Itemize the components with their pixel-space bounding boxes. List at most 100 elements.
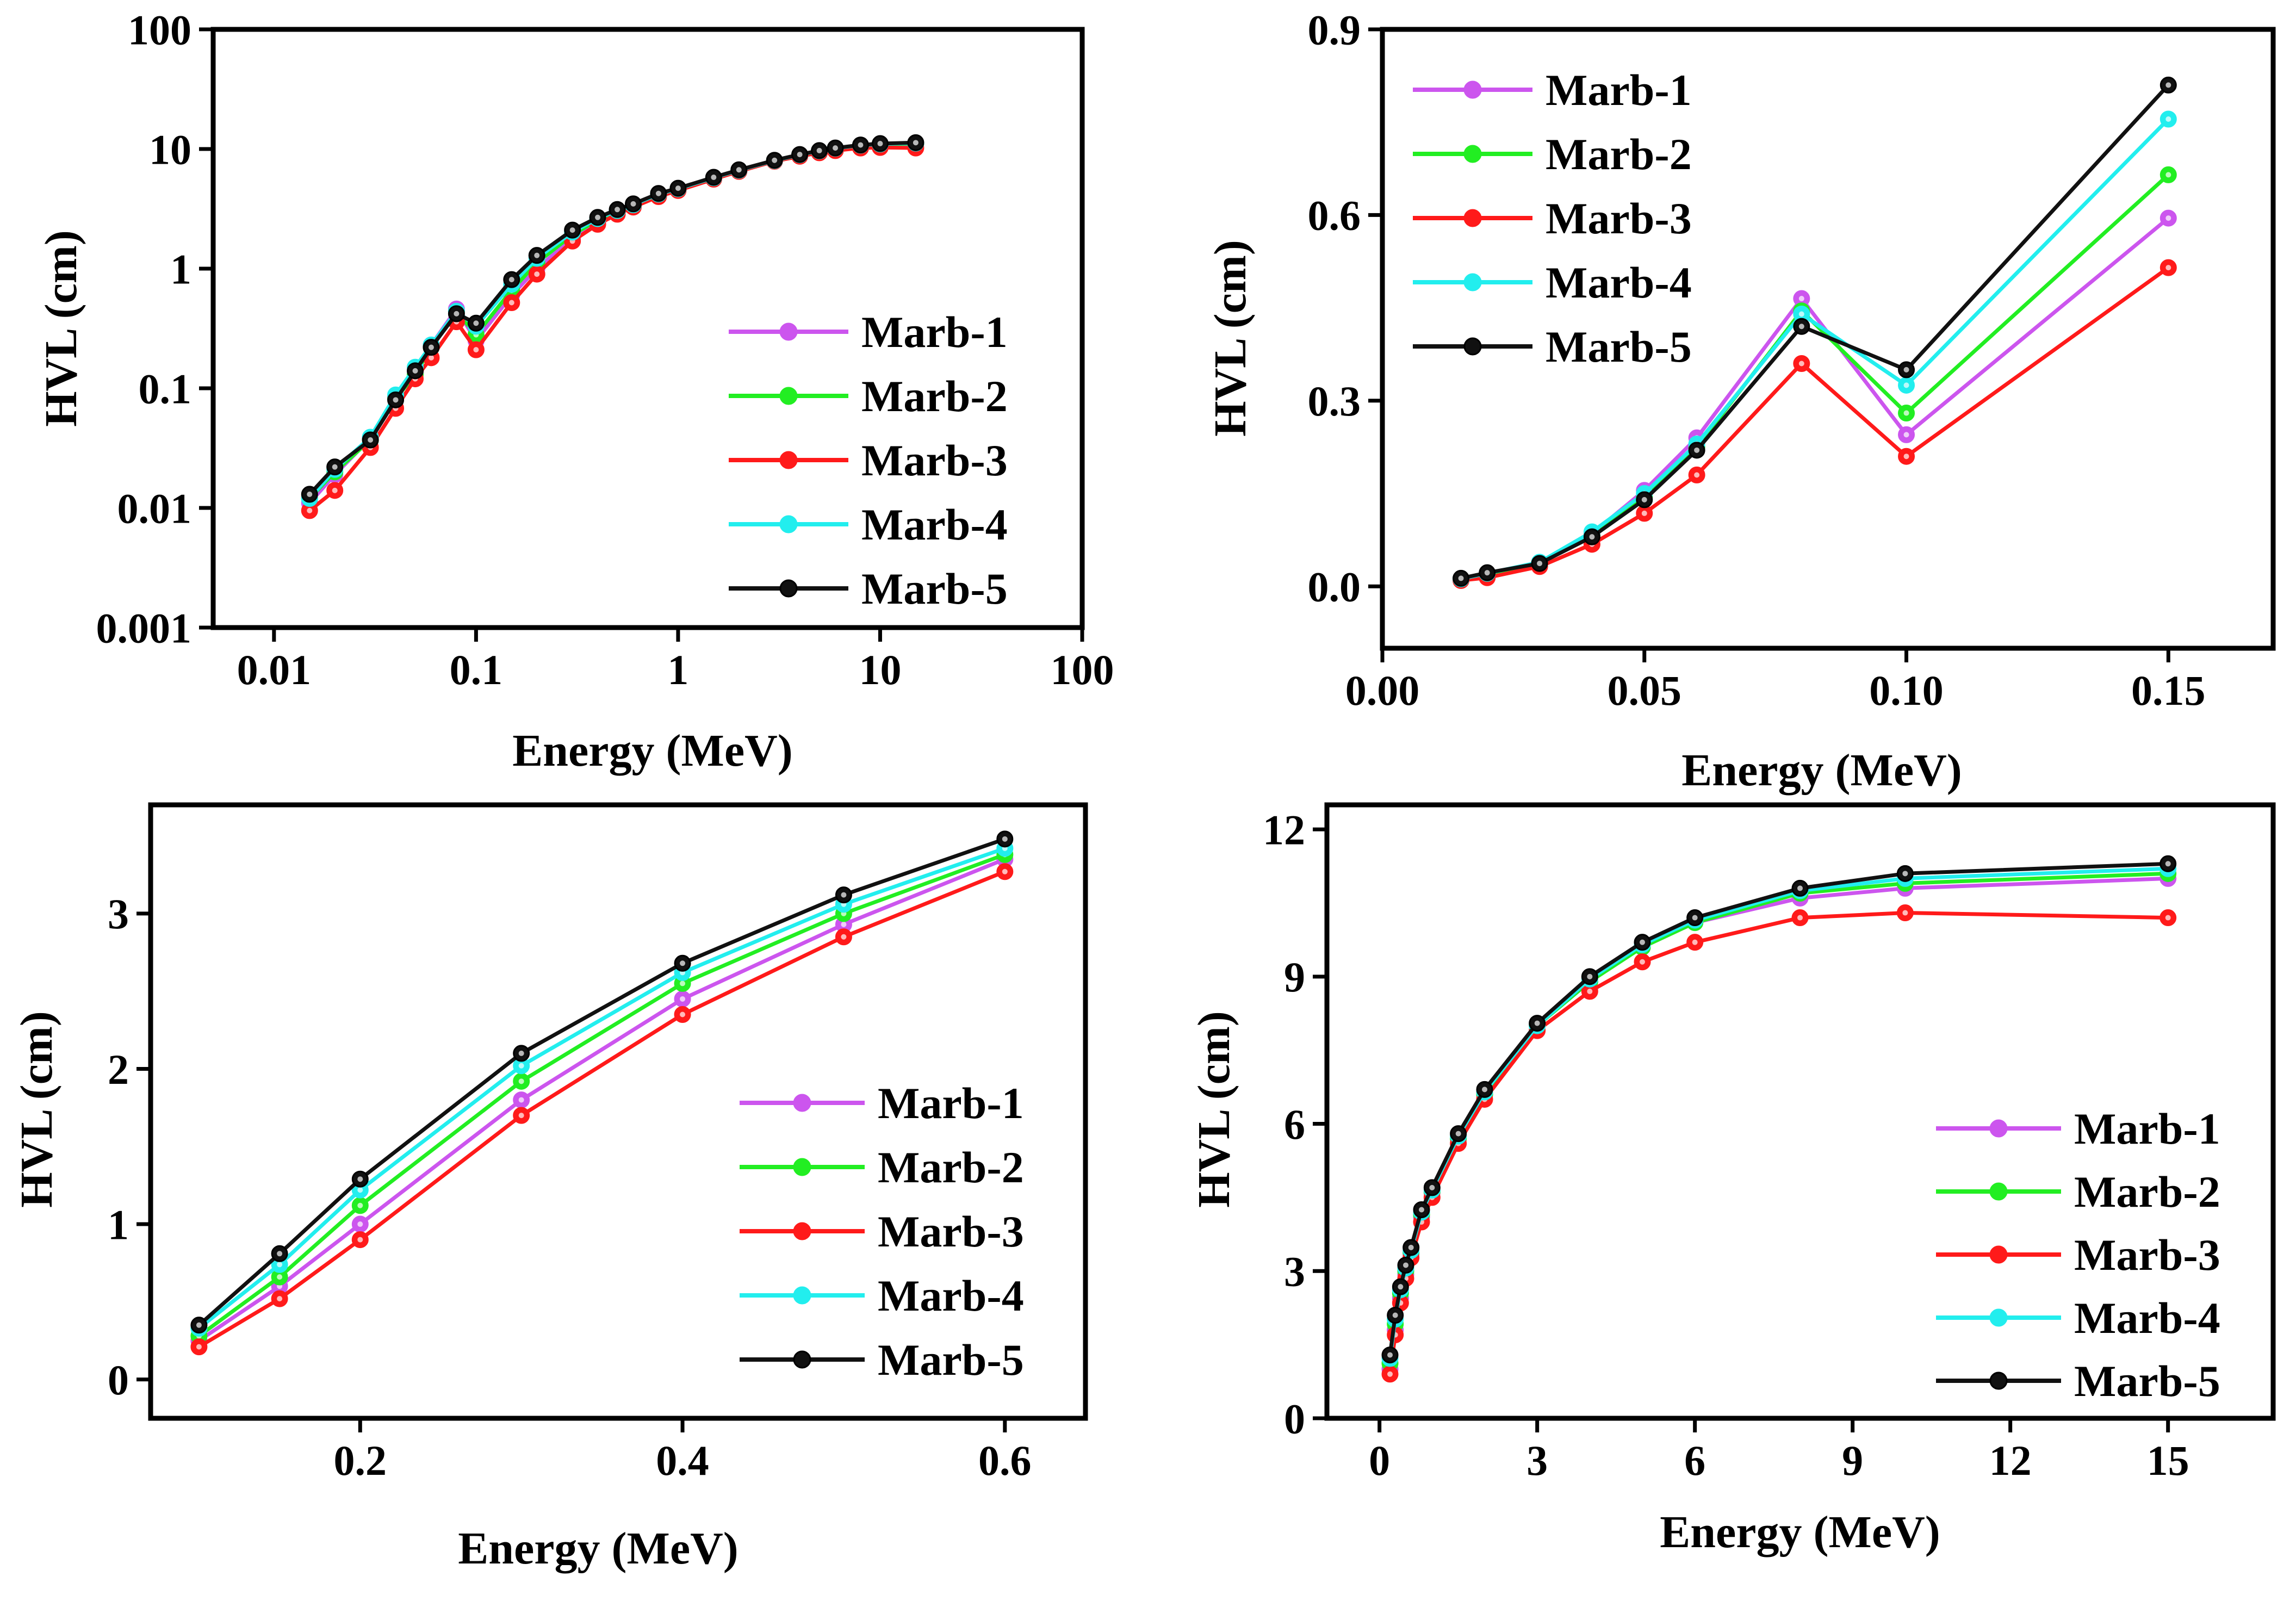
series-marb-4: [1381, 860, 2177, 1367]
data-point-highlight: [1398, 1284, 1404, 1290]
plot-frame: [1324, 802, 2276, 1421]
legend-label: Marb-5: [878, 1335, 1024, 1385]
legend-marker: [1463, 337, 1482, 356]
series-marb-2: [190, 846, 1014, 1345]
series-marb-1: [301, 135, 924, 512]
legend-marker: [1989, 1182, 2008, 1201]
x-tick-label: 6: [1684, 1437, 1705, 1484]
data-point-highlight: [2165, 172, 2171, 178]
data-point-highlight: [680, 960, 686, 966]
data-point-highlight: [772, 157, 778, 163]
data-point-highlight: [1903, 432, 1909, 438]
data-point-highlight: [534, 271, 540, 277]
series-marb-4: [301, 134, 924, 507]
data-point-highlight: [1640, 959, 1645, 965]
legend-label: Marb-3: [861, 436, 1008, 485]
y-tick-label: 0.3: [1308, 377, 1361, 425]
series-marb-3: [1381, 904, 2177, 1383]
data-point-highlight: [196, 1344, 202, 1350]
legend-label: Marb-2: [1546, 129, 1692, 179]
legend-label: Marb-5: [861, 564, 1008, 613]
y-tick-label: 10: [149, 126, 191, 173]
data-point-highlight: [1641, 510, 1647, 516]
legend-marker: [1463, 80, 1482, 99]
data-point-highlight: [534, 252, 540, 258]
legend-marker: [779, 387, 798, 405]
data-point-highlight: [518, 1097, 524, 1103]
data-point-highlight: [841, 934, 847, 940]
data-point-highlight: [518, 1078, 524, 1084]
data-point-highlight: [1419, 1207, 1424, 1213]
data-point-highlight: [1903, 410, 1909, 416]
data-point-highlight: [1484, 570, 1490, 576]
series-marb-5: [1381, 855, 2177, 1364]
data-point-highlight: [1797, 915, 1803, 921]
series-line: [308, 142, 916, 505]
legend-marker: [1989, 1308, 2008, 1327]
data-point-highlight: [508, 277, 514, 283]
data-point-highlight: [569, 227, 575, 233]
data-point-highlight: [1387, 1352, 1393, 1358]
data-point-highlight: [196, 1322, 202, 1328]
data-point-highlight: [357, 1202, 363, 1208]
x-axis-title: Energy (MeV): [512, 725, 792, 776]
data-point-highlight: [518, 1113, 524, 1119]
data-point-highlight: [1902, 910, 1908, 916]
series-marb-2: [1381, 865, 2177, 1372]
series-line: [308, 140, 916, 496]
plot-frame: [210, 27, 1085, 630]
data-point-highlight: [2165, 116, 2171, 122]
data-point-highlight: [393, 397, 399, 403]
data-point-highlight: [428, 355, 434, 361]
series-line: [1388, 861, 2168, 1356]
x-tick-label: 10: [859, 646, 901, 693]
y-tick-label: 0.01: [117, 485, 192, 532]
series-line: [308, 141, 916, 500]
series-line: [308, 141, 916, 500]
y-tick-label: 0: [1284, 1395, 1305, 1442]
data-point-highlight: [1902, 871, 1908, 877]
data-point-highlight: [1798, 361, 1804, 367]
data-point-highlight: [1589, 534, 1595, 540]
legend-label: Marb-5: [2074, 1356, 2220, 1406]
legend-label: Marb-3: [1546, 194, 1692, 243]
data-point-highlight: [357, 1187, 363, 1193]
legend-label: Marb-1: [878, 1078, 1024, 1128]
data-point-highlight: [2165, 215, 2171, 221]
data-point-highlight: [2165, 82, 2171, 88]
data-point-highlight: [2165, 861, 2171, 867]
legend-marker: [1989, 1372, 2008, 1390]
data-point-highlight: [1002, 868, 1008, 874]
data-point-highlight: [1458, 575, 1464, 581]
data-point-highlight: [357, 1237, 363, 1243]
x-tick-label: 0.10: [1869, 667, 1944, 714]
series-marb-1: [1381, 870, 2177, 1378]
data-point-highlight: [1641, 497, 1647, 502]
y-tick-label: 1: [108, 1201, 129, 1248]
data-point-highlight: [1692, 939, 1698, 945]
y-axis-title: HVL (cm): [36, 230, 86, 427]
series-line: [308, 145, 916, 512]
data-point-highlight: [473, 320, 479, 326]
data-point-highlight: [615, 207, 620, 213]
data-point-highlight: [841, 892, 847, 898]
data-point-highlight: [473, 347, 479, 353]
data-point-highlight: [1587, 988, 1593, 994]
plot-frame: [148, 802, 1088, 1421]
plot-frame: [1380, 27, 2276, 651]
legend-marker: [793, 1286, 811, 1305]
series-marb-5: [1453, 76, 2177, 587]
series-marb-3: [190, 863, 1014, 1356]
legend-label: Marb-3: [2074, 1230, 2220, 1280]
x-tick-label: 0.1: [450, 646, 503, 693]
legend-label: Marb-1: [2074, 1104, 2220, 1153]
legend-label: Marb-2: [2074, 1167, 2220, 1217]
data-point-highlight: [913, 140, 919, 146]
y-tick-label: 100: [128, 6, 191, 53]
legend-marker: [779, 322, 798, 341]
y-tick-label: 0.0: [1308, 563, 1361, 611]
legend-label: Marb-2: [878, 1143, 1024, 1192]
legend-marker: [793, 1350, 811, 1369]
data-point-highlight: [368, 437, 374, 443]
